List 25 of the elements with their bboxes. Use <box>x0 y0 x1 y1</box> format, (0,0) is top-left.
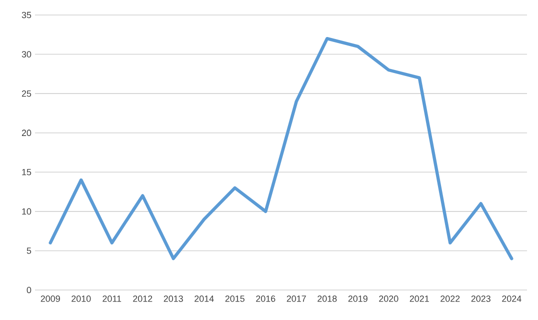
x-tick-label: 2022 <box>440 296 460 302</box>
x-tick-label: 2021 <box>410 296 429 302</box>
x-tick-label: 2016 <box>256 296 276 302</box>
x-tick-label: 2024 <box>502 296 522 302</box>
x-tick-label: 2019 <box>348 296 368 302</box>
x-tick-label: 2020 <box>379 296 398 302</box>
x-tick-label: 2009 <box>40 296 60 302</box>
x-tick-label: 2014 <box>194 296 214 302</box>
y-tick-label: 5 <box>26 248 32 254</box>
x-tick-label: 2010 <box>72 296 91 302</box>
y-tick-label: 10 <box>22 208 32 215</box>
x-tick-label: 2011 <box>102 296 122 302</box>
x-tick-label: 2012 <box>133 296 152 302</box>
line-series <box>48 36 514 260</box>
x-tick-label: 2023 <box>471 296 490 302</box>
x-tick-label: 2015 <box>225 296 244 302</box>
y-tick-label: 0 <box>26 286 32 294</box>
x-tick-label: 2018 <box>318 296 337 302</box>
y-tick-label: 30 <box>22 51 32 58</box>
y-tick-label: 15 <box>22 169 32 176</box>
x-tick-label: 2017 <box>286 296 306 302</box>
x-tick-label: 2013 <box>164 296 183 302</box>
y-tick-label: 20 <box>22 130 32 136</box>
y-tick-label: 35 <box>22 12 32 18</box>
y-tick-label: 25 <box>22 90 32 97</box>
